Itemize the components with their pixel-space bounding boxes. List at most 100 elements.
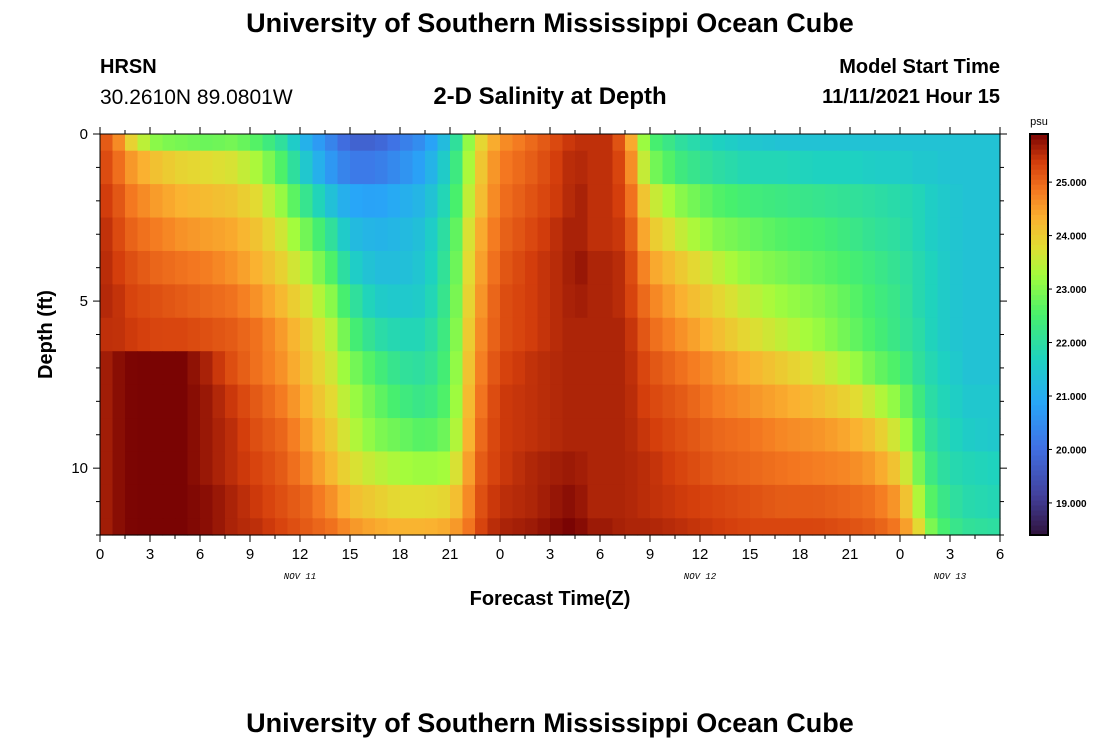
heatmap-cell xyxy=(837,518,851,536)
heatmap-cell xyxy=(737,384,751,419)
heatmap-cell xyxy=(125,150,139,185)
heatmap-cell xyxy=(125,134,139,152)
heatmap-cell xyxy=(300,317,314,352)
heatmap-cell xyxy=(762,451,776,486)
heatmap-cell xyxy=(325,418,339,453)
heatmap-cell xyxy=(487,284,501,319)
heatmap-cell xyxy=(825,134,839,152)
heatmap-cell xyxy=(900,418,914,453)
heatmap-cell xyxy=(475,317,489,352)
heatmap-cell xyxy=(787,284,801,319)
heatmap-cell xyxy=(137,284,151,319)
heatmap-cell xyxy=(550,284,564,319)
heatmap-cell xyxy=(862,351,876,386)
heatmap-cell xyxy=(487,150,501,185)
heatmap-cell xyxy=(450,384,464,419)
heatmap-cell xyxy=(412,150,426,185)
heatmap-cell xyxy=(775,451,789,486)
heatmap-cell xyxy=(537,134,551,152)
heatmap-cell xyxy=(125,451,139,486)
colorbar-segment xyxy=(1030,214,1048,220)
heatmap-cell xyxy=(900,150,914,185)
heatmap-cell xyxy=(250,184,264,219)
colorbar-segment xyxy=(1030,424,1048,431)
heatmap-cell xyxy=(887,134,901,152)
heatmap-cell xyxy=(137,418,151,453)
heatmap-cell xyxy=(762,317,776,352)
heatmap-cell xyxy=(450,351,464,386)
heatmap-cell xyxy=(837,150,851,185)
heatmap-cell xyxy=(312,518,326,536)
heatmap-cell xyxy=(175,250,189,285)
heatmap-cell xyxy=(112,217,126,252)
colorbar-segment xyxy=(1030,454,1048,461)
heatmap-cell xyxy=(400,518,414,536)
heatmap-cell xyxy=(200,518,214,536)
heatmap-cell xyxy=(175,134,189,152)
station-name: HRSN xyxy=(100,56,157,78)
heatmap-cell xyxy=(662,418,676,453)
colorbar-segment xyxy=(1030,179,1048,185)
colorbar-segment xyxy=(1030,379,1048,386)
heatmap-cell xyxy=(887,351,901,386)
heatmap-cell xyxy=(537,384,551,419)
heatmap-cell xyxy=(287,351,301,386)
heatmap-cell xyxy=(487,451,501,486)
heatmap-cell xyxy=(825,317,839,352)
colorbar-segment xyxy=(1030,354,1048,361)
heatmap-cell xyxy=(825,217,839,252)
heatmap-cell xyxy=(612,418,626,453)
heatmap-cell xyxy=(525,250,539,285)
heatmap-cell xyxy=(687,217,701,252)
x-tick-label: 6 xyxy=(996,546,1004,563)
heatmap-cell xyxy=(375,150,389,185)
heatmap-cell xyxy=(625,418,639,453)
heatmap-cell xyxy=(237,317,251,352)
heatmap-cell xyxy=(400,250,414,285)
heatmap-cell xyxy=(737,351,751,386)
heatmap-cell xyxy=(100,484,114,519)
heatmap-cell xyxy=(687,518,701,536)
heatmap-cell xyxy=(375,351,389,386)
heatmap-cell xyxy=(412,451,426,486)
heatmap-cell xyxy=(525,184,539,219)
heatmap-cell xyxy=(125,217,139,252)
heatmap-cell xyxy=(862,518,876,536)
y-tick-label: 10 xyxy=(71,460,88,477)
heatmap-cell xyxy=(412,250,426,285)
heatmap-cell xyxy=(250,284,264,319)
heatmap-cell xyxy=(587,184,601,219)
heatmap-cell xyxy=(887,384,901,419)
heatmap-cell xyxy=(187,418,201,453)
heatmap-cell xyxy=(750,484,764,519)
heatmap-cell xyxy=(525,351,539,386)
heatmap-cell xyxy=(825,284,839,319)
heatmap-cell xyxy=(362,451,376,486)
heatmap-cell xyxy=(250,418,264,453)
heatmap-cell xyxy=(337,418,351,453)
heatmap-cell xyxy=(325,217,339,252)
heatmap-cell xyxy=(250,134,264,152)
heatmap-cell xyxy=(425,317,439,352)
day-label: NOV 13 xyxy=(934,572,967,582)
heatmap-cell xyxy=(425,384,439,419)
heatmap-cell xyxy=(462,518,476,536)
heatmap-cell xyxy=(300,134,314,152)
heatmap-cell xyxy=(437,150,451,185)
heatmap-cell xyxy=(975,184,989,219)
heatmap-cell xyxy=(175,418,189,453)
heatmap-cell xyxy=(275,451,289,486)
heatmap-cell xyxy=(950,518,964,536)
heatmap-cell xyxy=(262,384,276,419)
heatmap-cell xyxy=(550,484,564,519)
heatmap-cell xyxy=(625,351,639,386)
x-axis-label: Forecast Time(Z) xyxy=(470,588,631,610)
heatmap-cell xyxy=(300,451,314,486)
heatmap-cell xyxy=(800,217,814,252)
heatmap-cell xyxy=(412,134,426,152)
heatmap-cell xyxy=(512,518,526,536)
heatmap-cell xyxy=(700,351,714,386)
heatmap-cell xyxy=(100,184,114,219)
heatmap-cell xyxy=(850,184,864,219)
heatmap-cell xyxy=(512,418,526,453)
